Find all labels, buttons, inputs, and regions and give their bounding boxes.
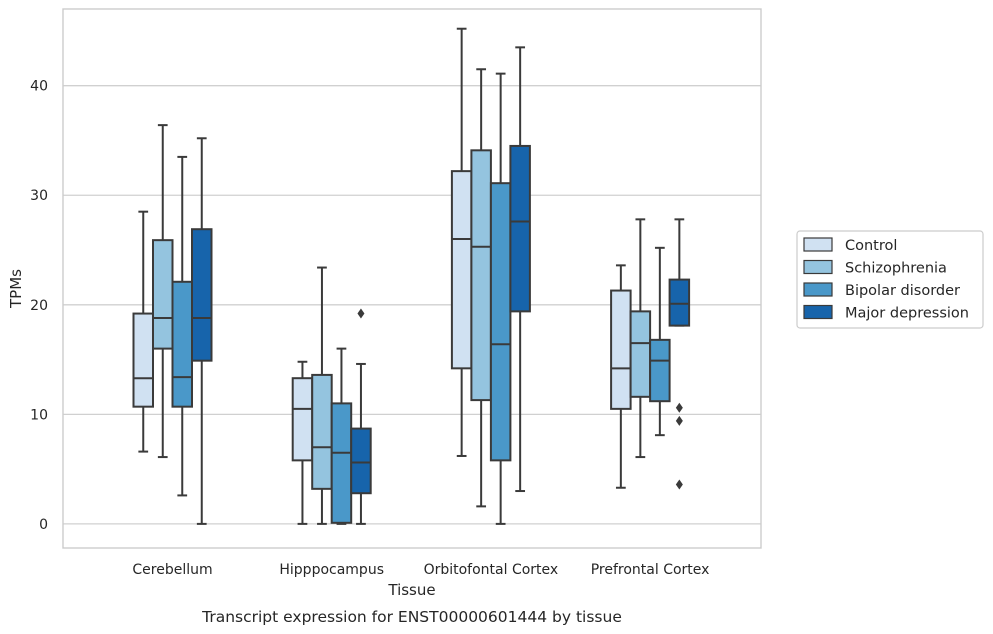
x-tick-label: Cerebellum <box>132 562 212 578</box>
box-iqr <box>291 377 314 462</box>
box-1-3 <box>350 308 372 525</box>
legend-swatch <box>803 304 833 320</box>
outlier-point <box>675 415 683 426</box>
y-tick-label: 10 <box>30 407 48 423</box>
legend-label: Major depression <box>845 306 969 322</box>
box-iqr <box>171 280 193 408</box>
box-iqr <box>330 402 353 524</box>
legend-frame <box>796 230 984 329</box>
x-tick-label: Prefrontal Cortex <box>591 562 710 578</box>
legend-swatch <box>803 282 833 297</box>
box-iqr <box>152 239 174 350</box>
legend: Control Schizophrenia Bipolar disorder Majo… <box>796 230 984 329</box>
box-3-0 <box>610 264 632 489</box>
box-0-3 <box>191 137 213 525</box>
legend-swatch <box>803 259 833 275</box>
outlier-point <box>675 402 683 413</box>
chart-caption: Transcript expression for ENST0000060144… <box>201 608 622 626</box>
plot-frame <box>62 8 762 549</box>
y-tick-label: 40 <box>30 79 48 95</box>
box-3-1 <box>629 218 652 459</box>
box-iqr <box>191 228 213 362</box>
box-2-2 <box>489 72 512 525</box>
x-tick-label: Orbitofontal Cortex <box>424 562 559 578</box>
box-iqr <box>610 289 632 410</box>
box-0-0 <box>132 210 154 453</box>
box-0-2 <box>171 155 193 497</box>
box-iqr <box>649 338 671 403</box>
y-tick-labels: 0 10 20 30 40 <box>30 79 48 533</box>
outlier-point <box>675 479 683 490</box>
box-3-3 <box>668 218 691 490</box>
box-iqr <box>450 170 473 370</box>
box-iqr <box>668 278 691 327</box>
box-iqr <box>132 312 154 408</box>
box-3-2 <box>649 246 671 437</box>
box-iqr <box>629 310 652 398</box>
legend-label: Bipolar disorder <box>845 283 960 299</box>
y-tick-label: 30 <box>30 188 48 204</box>
x-tick-label: Hipppocampus <box>279 562 384 578</box>
box-iqr <box>489 182 512 462</box>
box-1-1 <box>311 266 333 525</box>
legend-label: Schizophrenia <box>845 261 947 277</box>
box-iqr <box>311 373 333 490</box>
box-iqr <box>509 144 531 313</box>
box-2-3 <box>509 46 531 493</box>
legend-label: Control <box>845 238 897 254</box>
y-axis-label: TPMs <box>7 269 25 309</box>
box-iqr <box>470 149 492 402</box>
x-axis-label: Tissue <box>387 581 435 599</box>
y-tick-label: 20 <box>30 298 48 314</box>
box-iqr <box>350 427 372 495</box>
legend-swatch <box>803 237 833 252</box>
y-tick-label: 0 <box>39 517 48 533</box>
x-tick-labels: Cerebellum Hipppocampus Orbitofontal Corte… <box>132 562 709 578</box>
box-plot-marks <box>132 27 691 525</box>
outlier-point <box>357 308 365 319</box>
